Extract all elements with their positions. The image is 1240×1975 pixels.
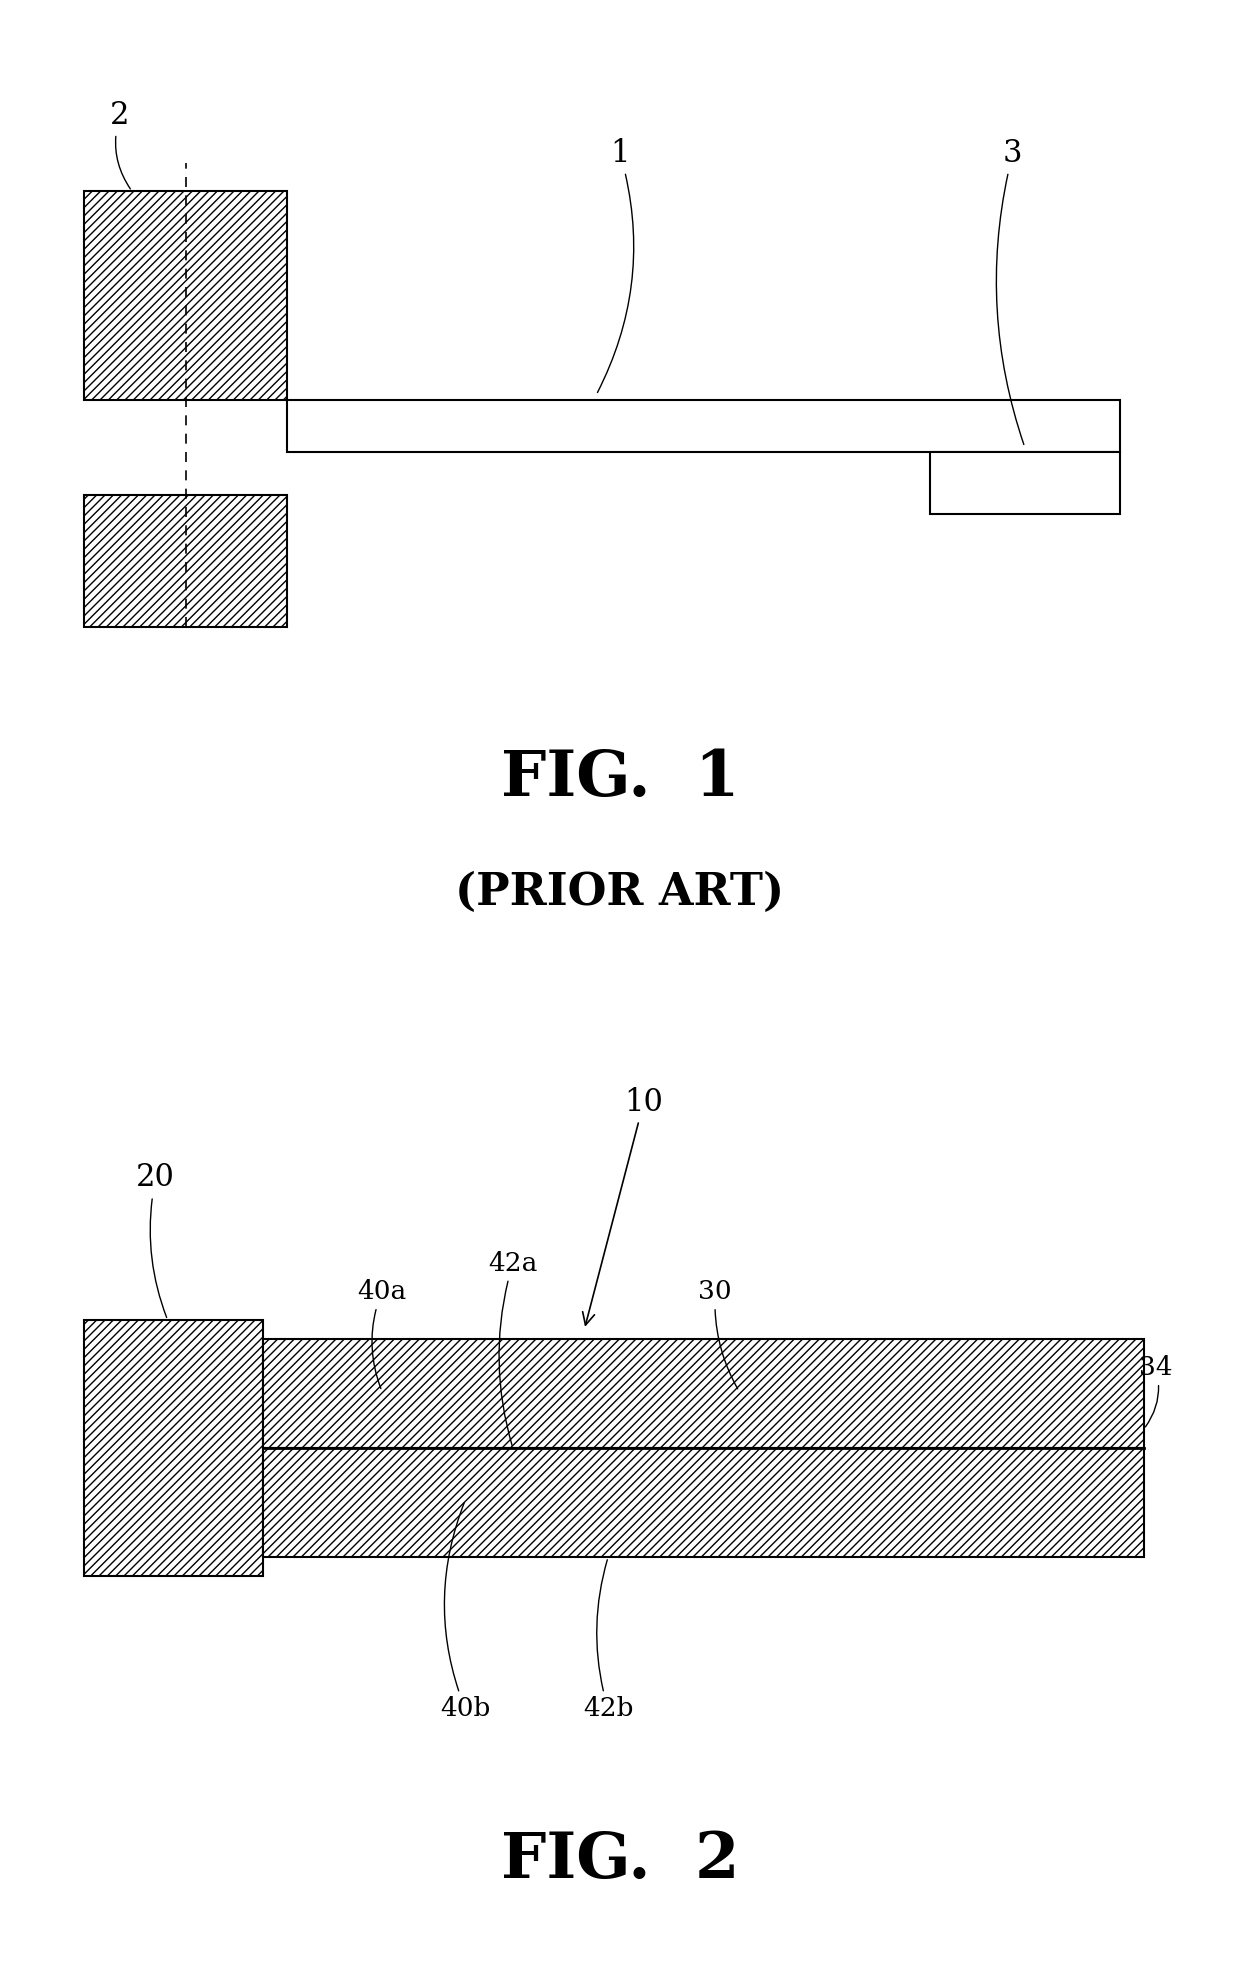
Bar: [263, 1339, 1143, 1448]
Text: 42b: 42b: [583, 1560, 634, 1722]
Text: 40b: 40b: [440, 1503, 491, 1722]
Text: 42a: 42a: [489, 1250, 538, 1446]
Text: 3: 3: [997, 138, 1024, 444]
Text: 2: 2: [110, 101, 130, 190]
Text: (PRIOR ART): (PRIOR ART): [455, 871, 785, 914]
Text: FIG.  2: FIG. 2: [501, 1831, 739, 1890]
Bar: [84, 1319, 263, 1576]
Bar: [84, 494, 286, 628]
Text: 40a: 40a: [357, 1280, 407, 1388]
Bar: [263, 1448, 1143, 1556]
Text: 34: 34: [1138, 1355, 1173, 1426]
Bar: [930, 452, 1120, 514]
Text: 30: 30: [698, 1280, 738, 1388]
Bar: [263, 1448, 1143, 1556]
Bar: [84, 1319, 263, 1576]
Bar: [286, 399, 1120, 452]
Bar: [84, 192, 286, 399]
Text: FIG.  1: FIG. 1: [501, 749, 739, 810]
Bar: [263, 1339, 1143, 1448]
Text: 20: 20: [136, 1163, 175, 1317]
Bar: [84, 494, 286, 628]
Text: 1: 1: [598, 138, 634, 393]
Bar: [84, 192, 286, 399]
Text: 10: 10: [583, 1086, 663, 1325]
